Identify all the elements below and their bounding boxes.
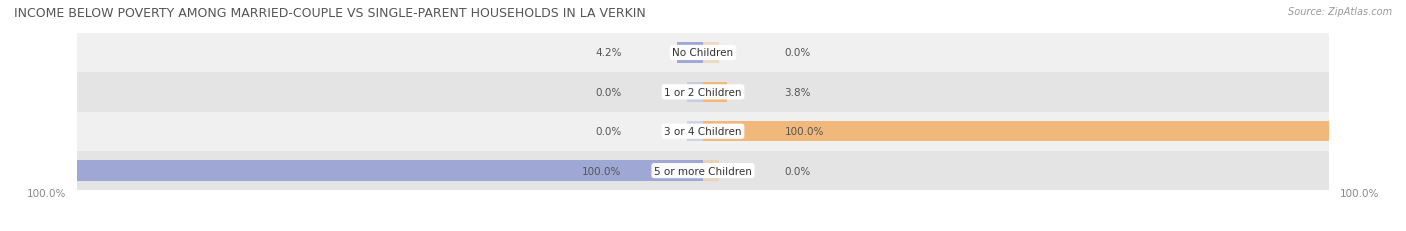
Bar	[77, 33, 1329, 73]
Text: 100.0%: 100.0%	[1340, 189, 1379, 199]
Bar	[77, 73, 1329, 112]
Bar	[703, 161, 718, 181]
Bar	[77, 151, 1329, 191]
Bar	[703, 122, 1329, 142]
Bar	[703, 82, 727, 103]
Text: 1 or 2 Children: 1 or 2 Children	[664, 88, 742, 97]
Text: 0.0%: 0.0%	[785, 48, 811, 58]
Text: 3.8%: 3.8%	[785, 88, 811, 97]
Text: 100.0%: 100.0%	[785, 127, 824, 137]
Text: 100.0%: 100.0%	[27, 189, 66, 199]
Text: 5 or more Children: 5 or more Children	[654, 166, 752, 176]
Bar	[688, 122, 703, 142]
Text: 0.0%: 0.0%	[595, 88, 621, 97]
Bar	[77, 161, 703, 181]
Bar	[688, 82, 703, 103]
Text: 4.2%: 4.2%	[595, 48, 621, 58]
Text: 100.0%: 100.0%	[582, 166, 621, 176]
Text: INCOME BELOW POVERTY AMONG MARRIED-COUPLE VS SINGLE-PARENT HOUSEHOLDS IN LA VERK: INCOME BELOW POVERTY AMONG MARRIED-COUPL…	[14, 7, 645, 20]
Text: 0.0%: 0.0%	[595, 127, 621, 137]
Bar	[676, 43, 703, 63]
Bar	[703, 43, 718, 63]
Text: No Children: No Children	[672, 48, 734, 58]
Text: Source: ZipAtlas.com: Source: ZipAtlas.com	[1288, 7, 1392, 17]
Bar	[77, 112, 1329, 151]
Text: 0.0%: 0.0%	[785, 166, 811, 176]
Text: 3 or 4 Children: 3 or 4 Children	[664, 127, 742, 137]
